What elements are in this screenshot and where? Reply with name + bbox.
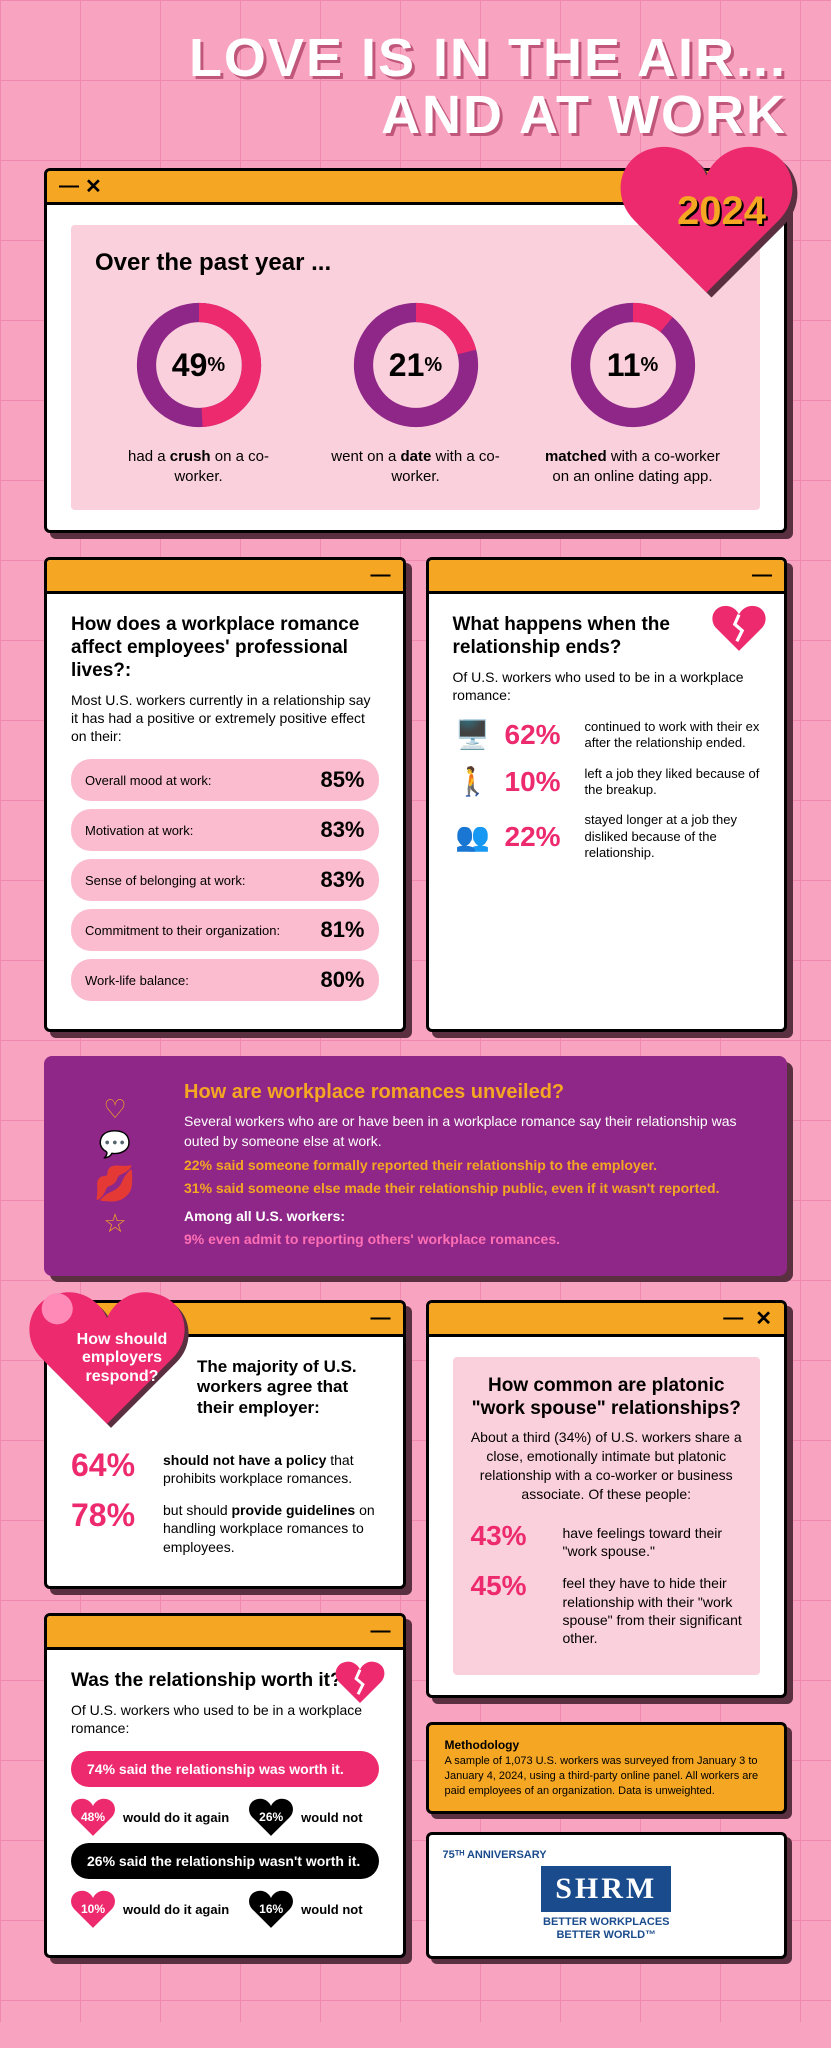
titlebar: — xyxy=(47,1616,403,1650)
unveiled-icons: ♡ 💬 💋 ☆ xyxy=(70,1078,160,1254)
respond-cta: How should employers respond? xyxy=(57,1331,187,1386)
affect-window: — How does a workplace romance affect em… xyxy=(44,557,406,1032)
respond-row: 64%should not have a policy that prohibi… xyxy=(71,1447,379,1487)
close-icon: ✕ xyxy=(755,1306,772,1331)
titlebar: — ✕ xyxy=(429,1303,785,1337)
ends-row: 👥 22% stayed longer at a job they dislik… xyxy=(453,812,761,861)
ends-sub: Of U.S. workers who used to be in a work… xyxy=(453,668,761,704)
unveiled-line2: 31% said someone else made their relatio… xyxy=(184,1179,761,1199)
platonic-row: 43% have feelings toward their "work spo… xyxy=(471,1520,743,1560)
worth-window: — Was the relationship worth it? Of U.S.… xyxy=(44,1613,406,1958)
worth-sub: Of U.S. workers who used to be in a work… xyxy=(71,1701,379,1737)
close-icon: ✕ xyxy=(85,174,102,199)
heart-outline-icon: ♡ xyxy=(103,1094,126,1125)
ends-row: 🚶 10% left a job they liked because of t… xyxy=(453,765,761,798)
worth-mini: 26% would not xyxy=(249,1797,362,1837)
ends-icon: 🖥️ xyxy=(453,718,493,751)
minimize-icon: — xyxy=(371,1620,391,1643)
platonic-window: — ✕ How common are platonic "work spouse… xyxy=(426,1300,788,1698)
lips-icon: 💋 xyxy=(94,1164,136,1204)
star-icon: ☆ xyxy=(103,1208,126,1239)
respond-window: How should employers respond? — The majo… xyxy=(44,1300,406,1589)
platonic-row: 45% feel they have to hide their relatio… xyxy=(471,1570,743,1647)
donut: 21% went on a date with a co-worker. xyxy=(326,295,506,486)
methodology-box: Methodology A sample of 1,073 U.S. worke… xyxy=(426,1722,788,1813)
respond-header: The majority of U.S. workers agree that … xyxy=(197,1357,379,1418)
affect-title: How does a workplace romance affect empl… xyxy=(71,614,379,682)
donut: 49% had a crush on a co-worker. xyxy=(109,295,289,486)
stat-bar: Sense of belonging at work:83% xyxy=(71,859,379,901)
ends-window: — What happens when the relationship end… xyxy=(426,557,788,1032)
titlebar: — xyxy=(429,560,785,594)
worth-mini: 16% would not xyxy=(249,1889,362,1929)
stat-bar: Work-life balance:80% xyxy=(71,959,379,1001)
worth-title: Was the relationship worth it? xyxy=(71,1670,379,1693)
stat-bar: Motivation at work:83% xyxy=(71,809,379,851)
unveiled-line1: 22% said someone formally reported their… xyxy=(184,1156,761,1176)
unveiled-line3: 9% even admit to reporting others' workp… xyxy=(184,1230,761,1250)
donut: 11% matched with a co-worker on an onlin… xyxy=(543,295,723,486)
minimize-icon: — xyxy=(371,1307,391,1330)
unveiled-sub: Several workers who are or have been in … xyxy=(184,1112,761,1151)
worth-mini: 10% would do it again xyxy=(71,1889,229,1929)
affect-sub: Most U.S. workers currently in a relatio… xyxy=(71,691,379,746)
stat-bar: Commitment to their organization:81% xyxy=(71,909,379,951)
platonic-title: How common are platonic "work spouse" re… xyxy=(471,1375,743,1421)
titlebar: — xyxy=(47,560,403,594)
ends-row: 🖥️ 62% continued to work with their ex a… xyxy=(453,718,761,751)
minimize-icon: — xyxy=(59,175,79,198)
broken-heart-icon xyxy=(335,1660,385,1704)
unveiled-title: How are workplace romances unveiled? xyxy=(184,1078,761,1106)
ends-icon: 👥 xyxy=(453,820,493,853)
minimize-icon: — xyxy=(723,1307,743,1330)
respond-row: 78%but should provide guidelines on hand… xyxy=(71,1497,379,1556)
intro-window: 2024 — ✕ Over the past year ... 49% had … xyxy=(44,168,787,533)
platonic-sub: About a third (34%) of U.S. workers shar… xyxy=(471,1428,743,1504)
ends-icon: 🚶 xyxy=(453,765,493,798)
page-title: LOVE IS IN THE AIR...AND AT WORK xyxy=(44,30,787,143)
shrm-logo: 75ᵀᴴ ANNIVERSARY SHRM BETTER WORKPLACES … xyxy=(426,1832,788,1960)
year-label: 2024 xyxy=(677,189,766,234)
unveiled-box: ♡ 💬 💋 ☆ How are workplace romances unvei… xyxy=(44,1056,787,1276)
worth-mini: 48% would do it again xyxy=(71,1797,229,1837)
unveiled-line3-label: Among all U.S. workers: xyxy=(184,1208,345,1224)
chat-icon: 💬 xyxy=(99,1129,131,1160)
broken-heart-icon xyxy=(712,604,766,652)
stat-bar: Overall mood at work:85% xyxy=(71,759,379,801)
worth-pill-1: 74% said the relationship was worth it. xyxy=(71,1751,379,1787)
minimize-icon: — xyxy=(371,564,391,587)
worth-pill-2: 26% said the relationship wasn't worth i… xyxy=(71,1843,379,1879)
minimize-icon: — xyxy=(752,564,772,587)
